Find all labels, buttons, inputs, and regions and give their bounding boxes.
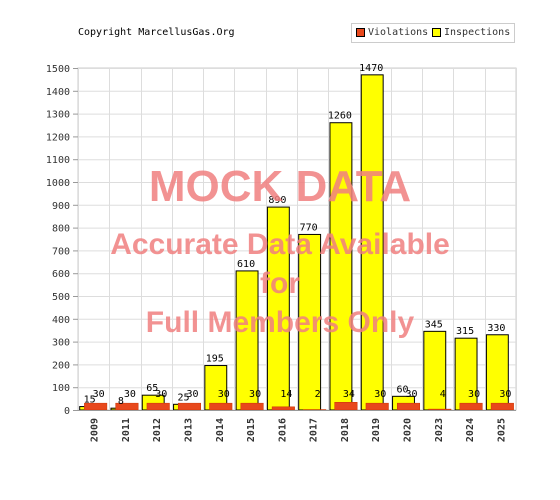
y-tick-label: 1200 (46, 132, 70, 143)
y-tick-label: 200 (52, 360, 70, 371)
y-tick-label: 800 (52, 224, 70, 235)
bar-violations (209, 402, 233, 411)
data-label-violations: 2 (315, 389, 321, 400)
x-tick-label: 2018 (340, 418, 351, 442)
y-tick-label: 1000 (46, 178, 70, 189)
data-label-violations: 30 (124, 389, 136, 400)
watermark-line-2: Accurate Data Available (110, 228, 450, 261)
data-label-inspections: 195 (206, 354, 224, 365)
data-label-inspections: 1470 (359, 63, 383, 74)
data-label-inspections: 330 (487, 323, 505, 334)
bar-violations (240, 402, 264, 411)
bar-violations (396, 402, 421, 411)
bar-violations (334, 401, 358, 411)
data-label-inspections: 65 (146, 383, 158, 394)
bar-violations (459, 402, 483, 411)
legend-label-inspections: Inspections (444, 27, 511, 38)
data-label-inspections: 60 (396, 384, 408, 395)
bar-violations (490, 402, 514, 411)
data-label-violations: 30 (468, 389, 480, 400)
legend-item-inspections: Inspections (432, 27, 510, 38)
bar-violations (177, 402, 202, 411)
data-label-inspections: 315 (456, 326, 474, 337)
data-label-violations: 14 (280, 389, 292, 400)
x-tick-label: 2011 (121, 418, 132, 442)
watermark-line-3: for (260, 267, 300, 300)
y-tick-label: 300 (52, 338, 70, 349)
y-tick-label: 1300 (46, 110, 70, 121)
data-label-inspections: 15 (84, 395, 96, 406)
x-tick-label: 2024 (465, 418, 476, 442)
bar-violations (271, 406, 295, 411)
bar-violations (146, 402, 170, 411)
y-tick-label: 0 (64, 406, 70, 417)
x-tick-label: 2014 (215, 418, 226, 442)
watermark-line-4: Full Members Only (145, 306, 415, 339)
legend-swatch-violations (356, 28, 365, 37)
x-axis: 2009 2011 2012 2013 2014 2015 2016 2017 2018 2019… (78, 410, 516, 442)
chart-legend: Violations Inspections (351, 23, 515, 43)
x-tick-label: 2012 (152, 418, 163, 442)
data-label-violations: 30 (218, 389, 230, 400)
y-tick-label: 400 (52, 315, 70, 326)
data-label-inspections: 8 (118, 396, 124, 407)
copyright-text: Copyright MarcellusGas.Org (78, 27, 235, 38)
x-tick-label: 2019 (371, 418, 382, 442)
y-tick-label: 900 (52, 201, 70, 212)
chart-grid (77, 67, 517, 411)
data-label-violations: 34 (343, 389, 355, 400)
data-label-inspections: 610 (237, 259, 255, 270)
x-tick-label: 2009 (90, 418, 101, 442)
data-label-violations: 30 (186, 389, 198, 400)
x-tick-label: 2015 (246, 418, 257, 442)
data-label-violations: 30 (499, 389, 511, 400)
data-label-inspections: 770 (300, 222, 318, 233)
y-tick-label: 100 (52, 383, 70, 394)
data-label-violations: 30 (155, 389, 167, 400)
data-label-inspections: 25 (177, 392, 189, 403)
data-label-violations: 30 (405, 389, 417, 400)
y-tick-label: 1400 (46, 87, 70, 98)
y-tick-label: 1100 (46, 155, 70, 166)
y-tick-label: 500 (52, 292, 70, 303)
data-label-violations: 30 (249, 389, 261, 400)
x-tick-label: 2013 (184, 418, 195, 442)
x-tick-label: 2020 (403, 418, 414, 442)
bar-violations (365, 402, 389, 411)
legend-swatch-inspections (432, 28, 441, 37)
y-tick-label: 700 (52, 246, 70, 257)
x-tick-label: 2016 (277, 418, 288, 442)
data-label-violations: 30 (374, 389, 386, 400)
data-label-inspections: 890 (268, 195, 286, 206)
data-label-violations: 4 (440, 389, 446, 400)
y-axis: 0 100 200 300 400 500 600 700 800 900 1000 1100 1200… (46, 64, 78, 417)
legend-item-violations: Violations (356, 27, 428, 38)
watermark-line-1: MOCK DATA (148, 162, 412, 211)
y-tick-label: 600 (52, 269, 70, 280)
y-tick-label: 1500 (46, 64, 70, 75)
x-tick-label: 2025 (496, 418, 507, 442)
data-label-inspections: 345 (425, 319, 443, 330)
x-tick-label: 2023 (434, 418, 445, 442)
data-label-inspections: 1260 (328, 111, 352, 122)
bar-violations (428, 408, 452, 411)
legend-label-violations: Violations (368, 27, 429, 38)
x-tick-label: 2017 (309, 418, 320, 442)
data-label-violations: 30 (93, 389, 105, 400)
